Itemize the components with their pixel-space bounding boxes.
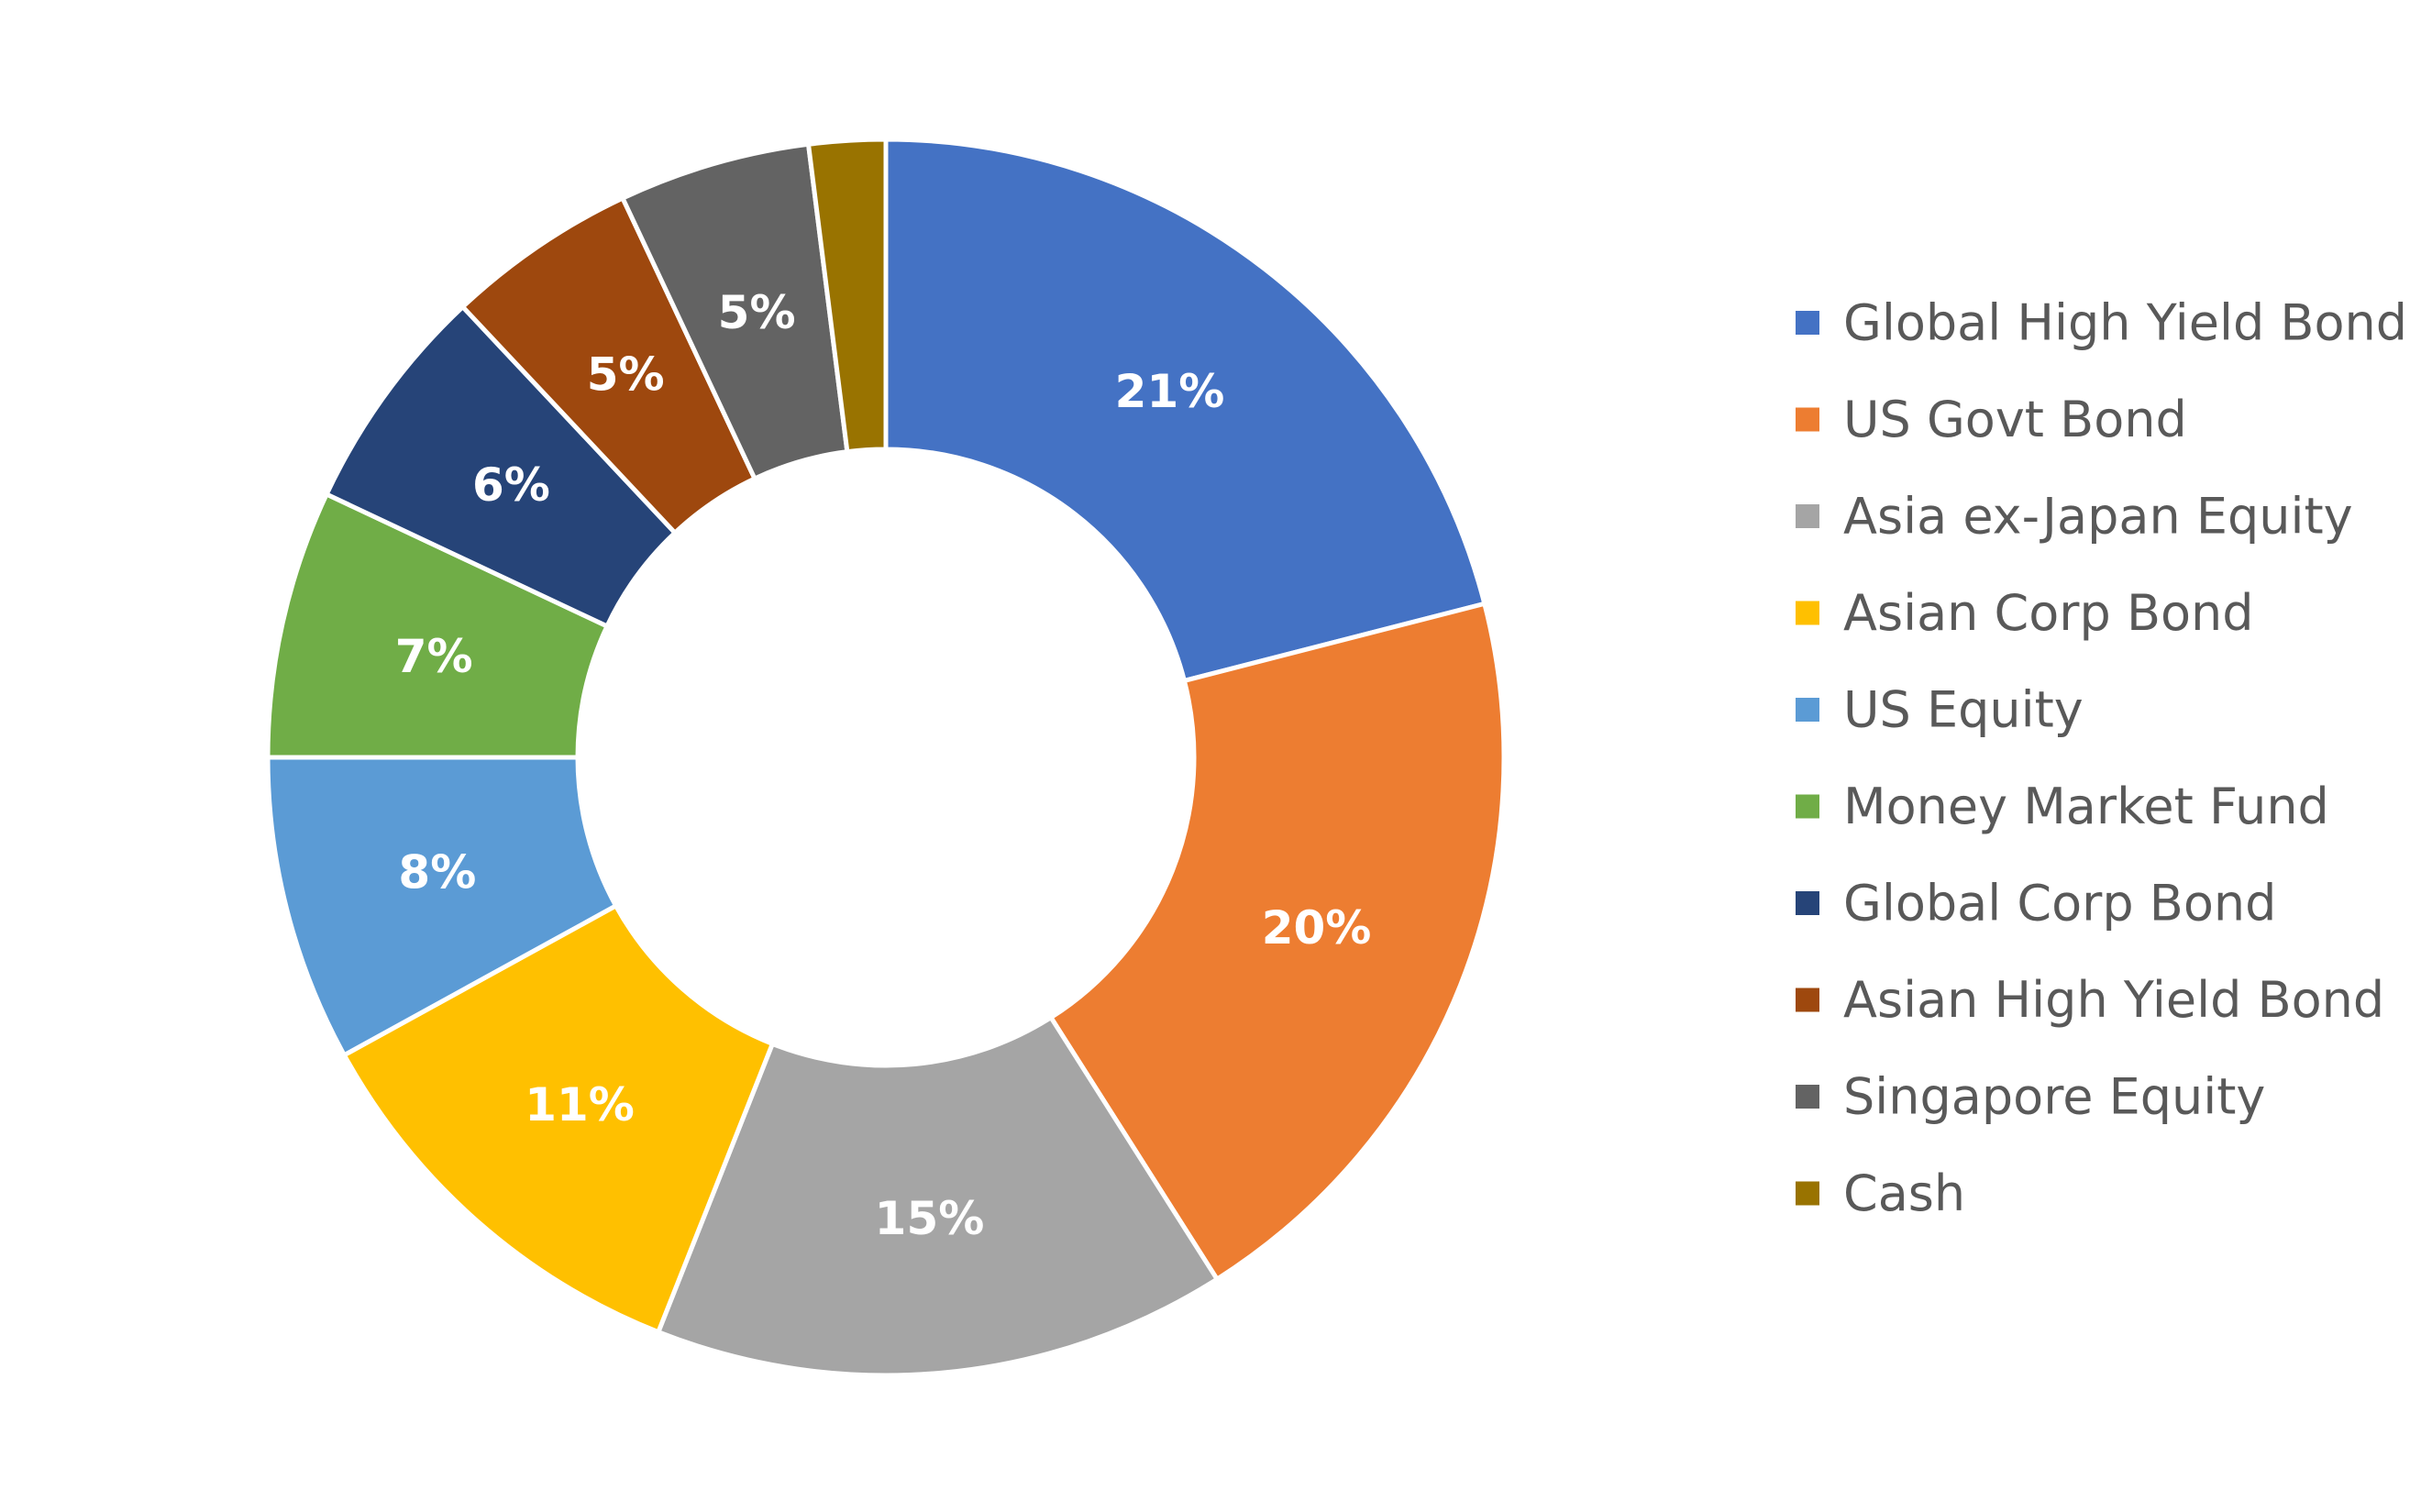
legend-label-global-high-yield-bond: Global High Yield Bond (1843, 294, 2407, 352)
data-label-global-corp-bond: 6% (472, 458, 550, 512)
legend-label-asian-high-yield-bond: Asian High Yield Bond (1843, 971, 2384, 1029)
legend-label-global-corp-bond: Global Corp Bond (1843, 875, 2276, 933)
data-label-us-equity: 8% (398, 846, 476, 899)
legend-item-singapore-equity: Singapore Equity (1796, 1068, 2265, 1126)
data-label-asia-ex-japan-equity: 15% (875, 1192, 985, 1245)
slice-cash (805, 137, 889, 455)
legend-item-asian-high-yield-bond: Asian High Yield Bond (1796, 971, 2384, 1029)
legend-item-money-market-fund: Money Market Fund (1796, 778, 2329, 835)
data-label-money-market-fund: 7% (395, 630, 473, 683)
data-label-global-high-yield-bond: 21% (1115, 365, 1225, 418)
legend-swatch-cash (1796, 1181, 1819, 1206)
slice-asia-ex-japan-equity (655, 1014, 1221, 1378)
legend-label-cash: Cash (1843, 1164, 1965, 1222)
legend-label-us-equity: US Equity (1843, 681, 2084, 739)
legend-item-cash: Cash (1796, 1164, 1965, 1222)
data-label-asian-corp-bond: 11% (525, 1078, 635, 1131)
legend-swatch-asian-high-yield-bond (1796, 988, 1819, 1012)
donut-slices (265, 137, 1507, 1378)
legend-swatch-us-equity (1796, 698, 1819, 722)
data-label-singapore-equity: 5% (718, 286, 796, 339)
legend-swatch-asia-ex-japan-equity (1796, 504, 1819, 528)
legend-item-global-high-yield-bond: Global High Yield Bond (1796, 294, 2407, 352)
legend-swatch-global-high-yield-bond (1796, 311, 1819, 335)
legend-label-singapore-equity: Singapore Equity (1843, 1068, 2265, 1126)
legend-swatch-singapore-equity (1796, 1085, 1819, 1109)
legend-item-asia-ex-japan-equity: Asia ex-Japan Equity (1796, 488, 2353, 546)
legend-label-us-govt-bond: US Govt Bond (1843, 391, 2187, 448)
legend-swatch-us-govt-bond (1796, 407, 1819, 432)
data-label-us-govt-bond: 20% (1262, 901, 1372, 955)
legend-label-asia-ex-japan-equity: Asia ex-Japan Equity (1843, 488, 2353, 546)
slice-us-govt-bond (1047, 601, 1507, 1283)
legend-label-asian-corp-bond: Asian Corp Bond (1843, 584, 2254, 642)
data-labels: 21% 20% 15% 11% 8% 7% 6% 5% 5% (395, 286, 1372, 1245)
legend-item-us-govt-bond: US Govt Bond (1796, 391, 2187, 448)
data-label-asian-high-yield-bond: 5% (587, 348, 665, 401)
legend-item-global-corp-bond: Global Corp Bond (1796, 875, 2276, 933)
legend-item-us-equity: US Equity (1796, 681, 2084, 739)
legend-swatch-global-corp-bond (1796, 891, 1819, 915)
slice-asian-corp-bond (340, 902, 776, 1335)
legend-item-asian-corp-bond: Asian Corp Bond (1796, 584, 2254, 642)
legend-label-money-market-fund: Money Market Fund (1843, 778, 2329, 835)
slice-global-high-yield-bond (883, 137, 1487, 684)
legend: Global High Yield Bond US Govt Bond Asia e… (1796, 294, 2407, 1222)
legend-swatch-asian-corp-bond (1796, 601, 1819, 625)
legend-swatch-money-market-fund (1796, 794, 1819, 819)
